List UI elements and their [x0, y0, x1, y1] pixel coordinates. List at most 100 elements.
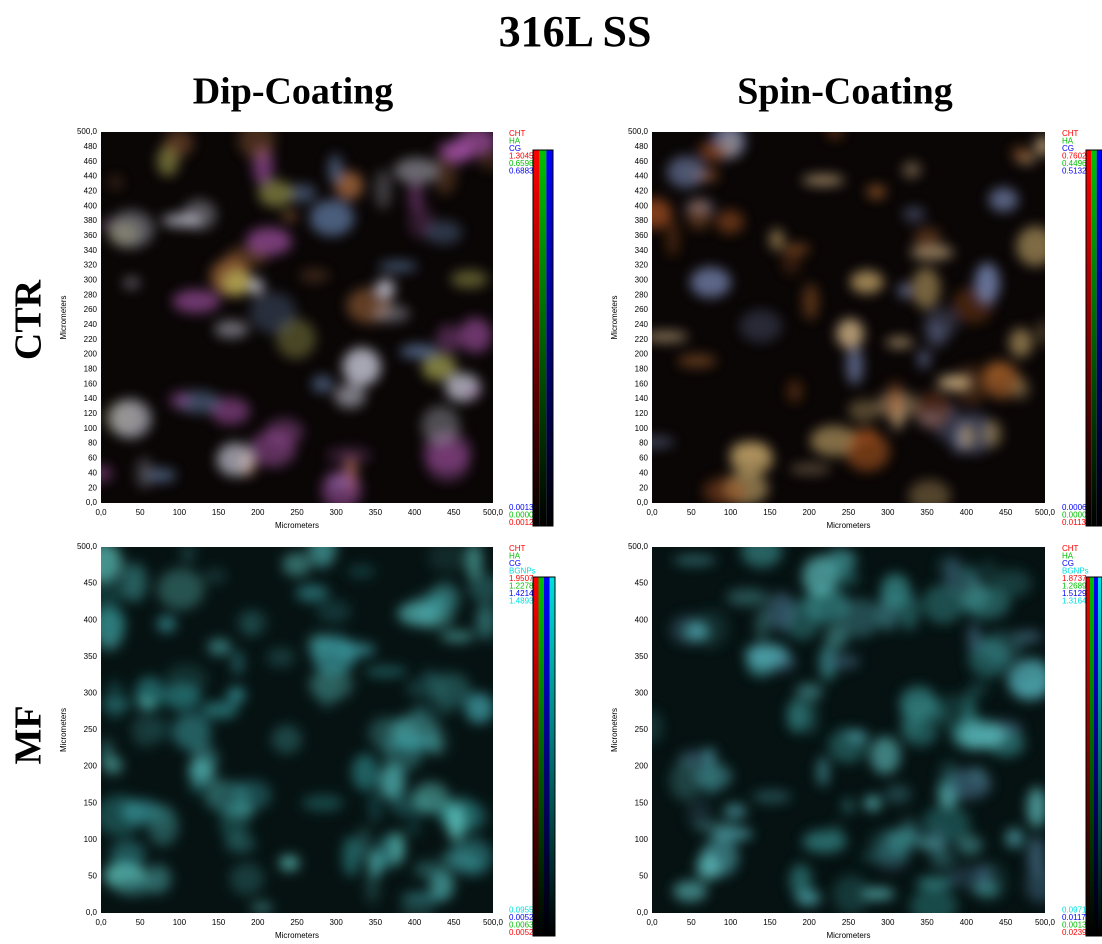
y-tick-label: 220	[84, 335, 98, 344]
map-spot	[217, 443, 255, 477]
map-spot	[147, 807, 178, 847]
map-spot	[358, 826, 370, 859]
y-tick-label: 420	[84, 186, 98, 195]
y-tick-label: 200	[84, 762, 98, 771]
y-tick-label: 200	[84, 350, 98, 359]
figure-title: 316L SS	[499, 7, 652, 56]
map-spot	[796, 683, 823, 699]
map-spot	[430, 672, 471, 707]
legend-max: 1.4893	[509, 597, 534, 606]
map-spot	[463, 385, 481, 399]
map-spot	[310, 200, 354, 236]
map-spot	[745, 643, 788, 665]
map-spot	[850, 270, 883, 293]
y-tick-label: 250	[84, 725, 98, 734]
y-tick-label: 100	[84, 424, 98, 433]
map-spot	[982, 420, 1001, 448]
y-tick-label: 80	[639, 439, 648, 448]
column-header: Spin-Coating	[737, 71, 952, 113]
map-spot	[848, 400, 879, 422]
x-tick-label: 350	[369, 508, 383, 517]
map-spot	[912, 267, 941, 309]
x-tick-label: 250	[842, 918, 856, 927]
y-tick-label: 40	[639, 468, 648, 477]
y-tick-label: 20	[639, 483, 648, 492]
color-bar	[540, 150, 547, 526]
map-spot	[100, 700, 133, 710]
row-header: CTR	[8, 279, 50, 360]
map-spot	[322, 470, 362, 511]
map-spot	[451, 270, 488, 288]
x-tick-label: 100	[724, 508, 738, 517]
map-spot	[108, 210, 154, 248]
map-spot	[238, 121, 275, 160]
map-spot	[946, 865, 992, 889]
y-tick-label: 500,0	[77, 127, 98, 136]
map-spot	[302, 795, 344, 812]
map-spot	[846, 346, 863, 385]
map-spot	[279, 855, 299, 870]
map-spot	[425, 220, 462, 244]
map-spot	[172, 290, 220, 314]
map-spot	[308, 529, 336, 568]
map-spot	[296, 584, 329, 602]
map-spot	[886, 337, 914, 348]
map-spot	[827, 126, 843, 139]
map-spot	[1026, 866, 1055, 902]
map-spot	[328, 154, 342, 184]
map-spot	[862, 888, 895, 899]
x-tick-label: 50	[136, 918, 145, 927]
map-spot	[631, 436, 674, 447]
y-tick-label: 300	[84, 276, 98, 285]
x-tick-label: 100	[724, 918, 738, 927]
map-spot	[222, 270, 252, 296]
map-spot	[440, 631, 474, 642]
map-spot	[900, 686, 938, 720]
y-tick-label: 420	[635, 186, 649, 195]
map-spot	[673, 555, 716, 565]
y-tick-label: 300	[84, 689, 98, 698]
map-spot	[673, 881, 707, 902]
y-tick-label: 250	[635, 725, 649, 734]
map-spot	[266, 648, 295, 668]
map-spot	[312, 375, 334, 392]
map-spot	[407, 822, 420, 836]
color-bar	[533, 150, 540, 526]
y-tick-label: 50	[639, 872, 648, 881]
map-spot	[231, 650, 244, 676]
color-bar	[544, 577, 550, 936]
x-axis-label: Micrometers	[275, 931, 319, 940]
y-tick-label: 0,0	[637, 498, 649, 507]
map-spot	[690, 267, 730, 298]
map-spot	[790, 864, 812, 898]
map-spot	[666, 220, 679, 257]
map-spot	[204, 568, 226, 584]
map-spot	[191, 744, 218, 776]
x-tick-label: 400	[408, 918, 422, 927]
map-spot	[421, 406, 459, 445]
map-spot	[769, 229, 784, 251]
y-tick-label: 150	[84, 798, 98, 807]
y-tick-label: 500,0	[77, 542, 98, 551]
y-tick-label: 180	[635, 365, 649, 374]
map-spot	[803, 283, 819, 320]
map-spot	[438, 140, 475, 163]
y-tick-label: 280	[635, 290, 649, 299]
map-spot	[157, 616, 176, 633]
map-spot	[723, 804, 746, 820]
x-tick-label: 0,0	[95, 508, 107, 517]
x-tick-label: 0,0	[646, 918, 658, 927]
color-bar	[1090, 577, 1094, 936]
map-spot	[208, 639, 232, 656]
y-axis-label: Micrometers	[610, 295, 619, 339]
x-tick-label: 50	[687, 508, 696, 517]
color-bar	[1086, 150, 1091, 526]
map-spot	[317, 600, 352, 624]
map-spot	[475, 602, 496, 640]
map-spot	[969, 681, 988, 697]
map-spot	[975, 263, 1000, 304]
x-tick-label: 500,0	[1035, 918, 1056, 927]
map-spot	[881, 574, 910, 609]
row-header: MF	[8, 705, 50, 764]
y-tick-label: 340	[84, 246, 98, 255]
